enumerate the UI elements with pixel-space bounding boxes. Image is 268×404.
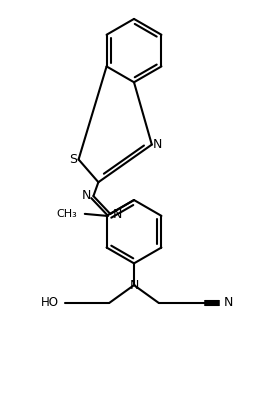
- Text: CH₃: CH₃: [56, 209, 77, 219]
- Text: N: N: [113, 208, 122, 221]
- Text: HO: HO: [41, 297, 59, 309]
- Text: N: N: [129, 279, 139, 292]
- Text: N: N: [224, 297, 233, 309]
- Text: N: N: [153, 138, 162, 151]
- Text: S: S: [69, 153, 77, 166]
- Text: N: N: [82, 189, 91, 202]
